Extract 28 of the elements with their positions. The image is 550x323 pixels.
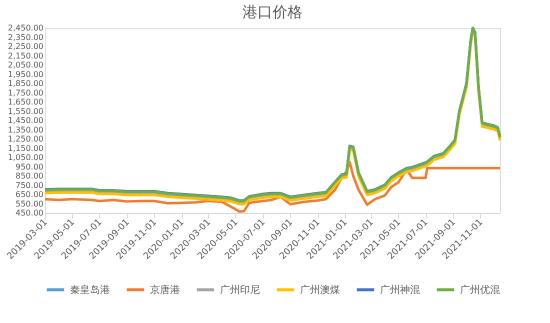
y-tick-label: 1,450.00 bbox=[8, 116, 44, 125]
y-tick-label: 2,350.00 bbox=[8, 32, 44, 42]
y-tick-label: 2,050.00 bbox=[8, 60, 44, 70]
y-tick-label: 1,150.00 bbox=[8, 144, 44, 153]
y-tick-label: 1,950.00 bbox=[8, 70, 44, 79]
y-tick-label: 1,750.00 bbox=[8, 88, 44, 98]
legend-label: 秦皇岛港 bbox=[70, 284, 110, 296]
y-tick-label: 750.00 bbox=[16, 180, 44, 190]
y-tick-label: 2,450.00 bbox=[8, 24, 44, 32]
y-tick-label: 450.00 bbox=[16, 208, 44, 218]
y-tick-label: 1,550.00 bbox=[8, 106, 44, 116]
legend-label: 京唐港 bbox=[150, 284, 180, 296]
y-tick-label: 2,150.00 bbox=[8, 51, 44, 60]
y-tick-label: 1,050.00 bbox=[8, 153, 44, 162]
legend-label: 广州优混 bbox=[460, 284, 500, 296]
y-tick-label: 650.00 bbox=[16, 190, 44, 199]
y-tick-label: 1,350.00 bbox=[8, 125, 44, 134]
y-tick-label: 950.00 bbox=[16, 162, 44, 172]
legend-label: 广州澳煤 bbox=[300, 284, 340, 296]
y-tick-label: 1,650.00 bbox=[8, 98, 44, 106]
y-tick-label: 1,850.00 bbox=[8, 79, 44, 88]
y-tick-label: 550.00 bbox=[16, 199, 44, 208]
chart-title: 港口价格 bbox=[242, 3, 302, 21]
y-tick-label: 2,250.00 bbox=[8, 42, 44, 51]
legend-label: 广州神混 bbox=[380, 284, 420, 296]
y-tick-label: 1,250.00 bbox=[8, 134, 44, 144]
y-tick-label: 850.00 bbox=[16, 172, 44, 180]
legend-label: 广州印尼 bbox=[220, 284, 260, 296]
